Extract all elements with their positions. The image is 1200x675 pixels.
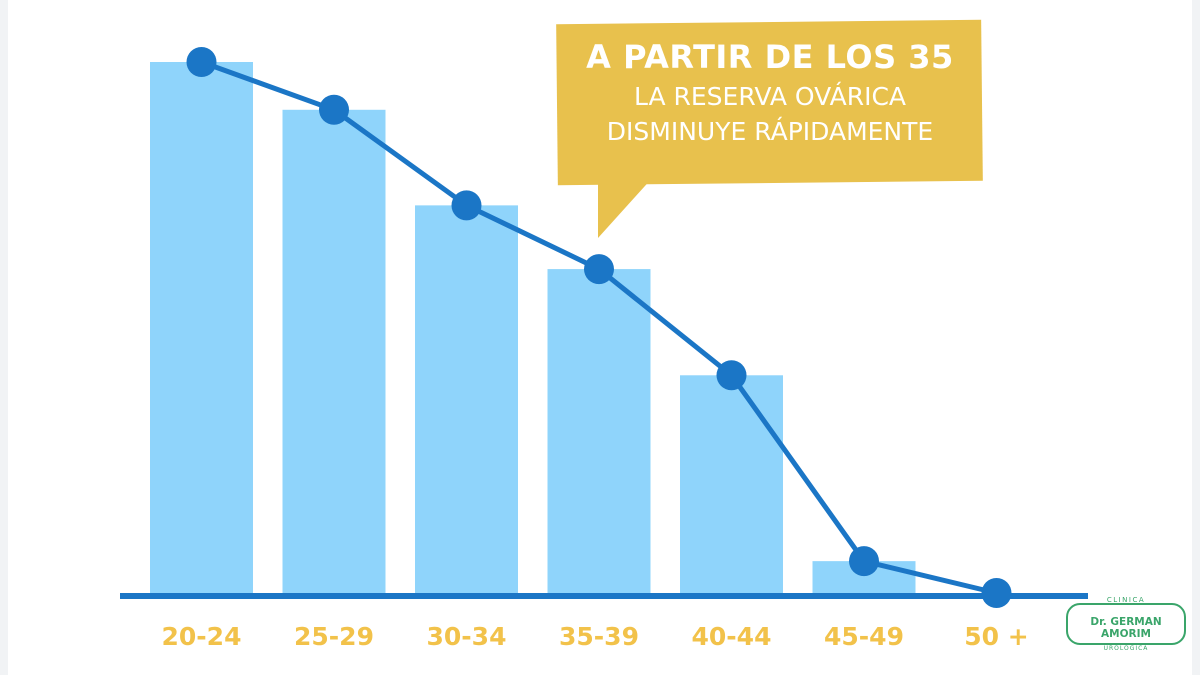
x-tick-label-35-39: 35-39: [559, 622, 639, 651]
logo-top-text: CLINICA: [1106, 596, 1146, 604]
callout-tail: [598, 176, 654, 238]
point-35-39: [584, 254, 614, 285]
logo-main-text: Dr. GERMAN AMORIM: [1090, 616, 1162, 640]
bar-20-24: [150, 62, 253, 593]
trend-line-group: [186, 47, 1012, 608]
x-tick-label-25-29: 25-29: [294, 622, 374, 651]
point-25-29: [319, 94, 349, 125]
frame-edge-right: [1192, 0, 1200, 675]
clinic-logo: CLINICA Dr. GERMAN AMORIM UROLOGICA: [1066, 596, 1186, 652]
point-50+: [981, 578, 1012, 608]
callout-subline-1: LA RESERVA OVÁRICA: [633, 82, 907, 111]
bar-35-39: [547, 269, 651, 593]
point-40-44: [716, 360, 747, 391]
point-45-49: [849, 546, 879, 577]
x-tick-label-20-24: 20-24: [162, 622, 242, 651]
bar-30-34: [415, 205, 518, 593]
x-tick-label-45-49: 45-49: [824, 622, 904, 651]
bars-group: [150, 62, 916, 593]
logo-bottom-text: UROLOGICA: [1103, 645, 1149, 652]
bar-25-29: [282, 109, 386, 593]
x-tick-label-30-34: 30-34: [427, 622, 507, 651]
callout-text: A PARTIR DE LOS 35 LA RESERVA OVÁRICA DI…: [560, 38, 980, 146]
callout-heading: A PARTIR DE LOS 35: [586, 38, 954, 76]
bar-40-44: [680, 375, 783, 593]
point-20-24: [186, 47, 217, 77]
x-tick-label-40-44: 40-44: [692, 622, 772, 651]
point-30-34: [451, 190, 482, 221]
x-tick-label-50+: 50 +: [964, 622, 1028, 651]
frame-edge-left: [0, 0, 8, 675]
x-tick-labels-group: 20-24 25-29 30-34 35-39 40-44 45-49 50 +: [162, 622, 1029, 651]
callout-subline-2: DISMINUYE RÁPIDAMENTE: [606, 117, 934, 146]
